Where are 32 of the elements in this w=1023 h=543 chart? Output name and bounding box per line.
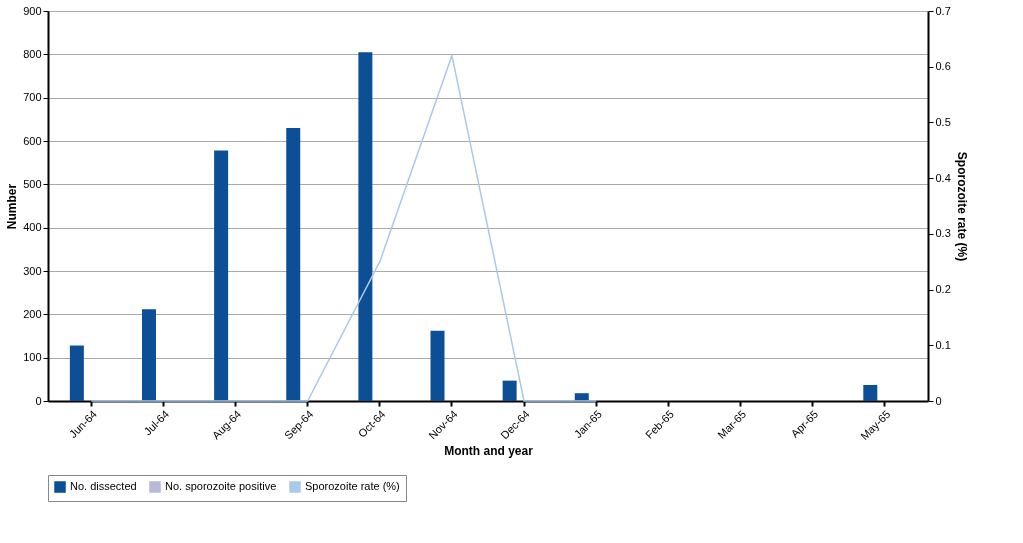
legend-label: Sporozoite rate (%) bbox=[305, 480, 400, 492]
y-tick-label: 700 bbox=[23, 91, 42, 104]
y-tick-label: 0 bbox=[35, 394, 42, 407]
y-axis-title: Number bbox=[5, 183, 20, 230]
y-tick-label: 200 bbox=[23, 307, 42, 320]
y-tick-label: 900 bbox=[23, 4, 42, 17]
y2-tick-label: 0 bbox=[935, 394, 942, 407]
legend-label: No. dissected bbox=[70, 480, 137, 492]
y2-tick-label: 0.6 bbox=[935, 60, 951, 73]
y-tick-label: 800 bbox=[23, 47, 42, 60]
y2-tick-label: 0.1 bbox=[935, 338, 951, 351]
y-tick-label: 600 bbox=[23, 134, 42, 147]
y2-tick-label: 0.4 bbox=[935, 171, 951, 184]
bar bbox=[69, 345, 84, 401]
y2-axis-title: Sporozoite rate (%) bbox=[954, 151, 969, 262]
y2-tick-label: 0.2 bbox=[935, 283, 951, 296]
y2-tick-label: 0.7 bbox=[935, 4, 951, 17]
bar bbox=[430, 330, 445, 401]
bar bbox=[863, 384, 878, 401]
y-tick-label: 500 bbox=[23, 177, 42, 190]
x-axis-title: Month and year bbox=[444, 444, 534, 459]
y-tick-label: 100 bbox=[23, 351, 42, 364]
y2-tick-label: 0.3 bbox=[935, 227, 951, 240]
y2-tick-label: 0.5 bbox=[935, 115, 951, 128]
bar bbox=[286, 128, 301, 401]
legend-label: No. sporozoite positive bbox=[165, 480, 277, 492]
bar bbox=[502, 380, 517, 401]
bar bbox=[141, 309, 156, 401]
y-tick-label: 300 bbox=[23, 264, 42, 277]
bar bbox=[214, 150, 229, 401]
y-tick-label: 400 bbox=[23, 221, 42, 234]
bar bbox=[358, 52, 373, 401]
